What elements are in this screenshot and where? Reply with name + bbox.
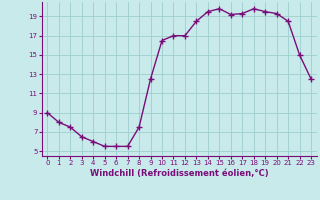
- X-axis label: Windchill (Refroidissement éolien,°C): Windchill (Refroidissement éolien,°C): [90, 169, 268, 178]
